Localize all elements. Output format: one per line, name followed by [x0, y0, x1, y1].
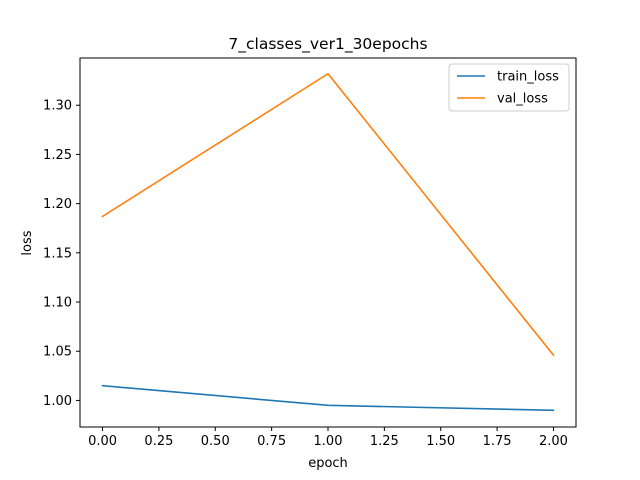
- plot-frame: [79, 57, 577, 428]
- x-tick-label: 1.00: [314, 434, 343, 449]
- x-axis-ticks: 0.00 0.25 0.50 0.75 1.00 1.25 1.50 1.75 2.00: [88, 427, 568, 449]
- y-axis-ticks: 1.00 1.05 1.10 1.15 1.20 1.25 1.30: [43, 99, 80, 409]
- y-tick-label: 1.30: [43, 99, 72, 114]
- chart-title: 7_classes_ver1_30epochs: [228, 35, 427, 54]
- y-tick-label: 1.10: [43, 296, 72, 311]
- x-tick-label: 2.00: [539, 434, 568, 449]
- legend-label-val-loss: val_loss: [497, 92, 548, 107]
- x-tick-label: 0.00: [88, 434, 117, 449]
- y-tick-label: 1.00: [43, 394, 72, 409]
- series-lines: [101, 72, 555, 412]
- x-axis-label: epoch: [308, 456, 348, 471]
- x-tick-label: 0.50: [201, 434, 230, 449]
- x-tick-label: 0.25: [144, 434, 173, 449]
- y-tick-label: 1.15: [43, 246, 72, 261]
- x-tick-label: 0.75: [257, 434, 286, 449]
- y-tick-label: 1.25: [43, 148, 72, 163]
- x-tick-label: 1.50: [426, 434, 455, 449]
- x-tick-label: 1.75: [483, 434, 512, 449]
- y-axis-label: loss: [20, 230, 35, 255]
- legend-label-train-loss: train_loss: [497, 70, 559, 85]
- series-line-train-loss: [101, 384, 555, 412]
- x-tick-label: 1.25: [370, 434, 399, 449]
- legend: train_loss val_loss: [448, 63, 570, 112]
- y-tick-label: 1.05: [43, 345, 72, 360]
- y-tick-label: 1.20: [43, 197, 72, 212]
- series-line-val-loss: [101, 72, 555, 357]
